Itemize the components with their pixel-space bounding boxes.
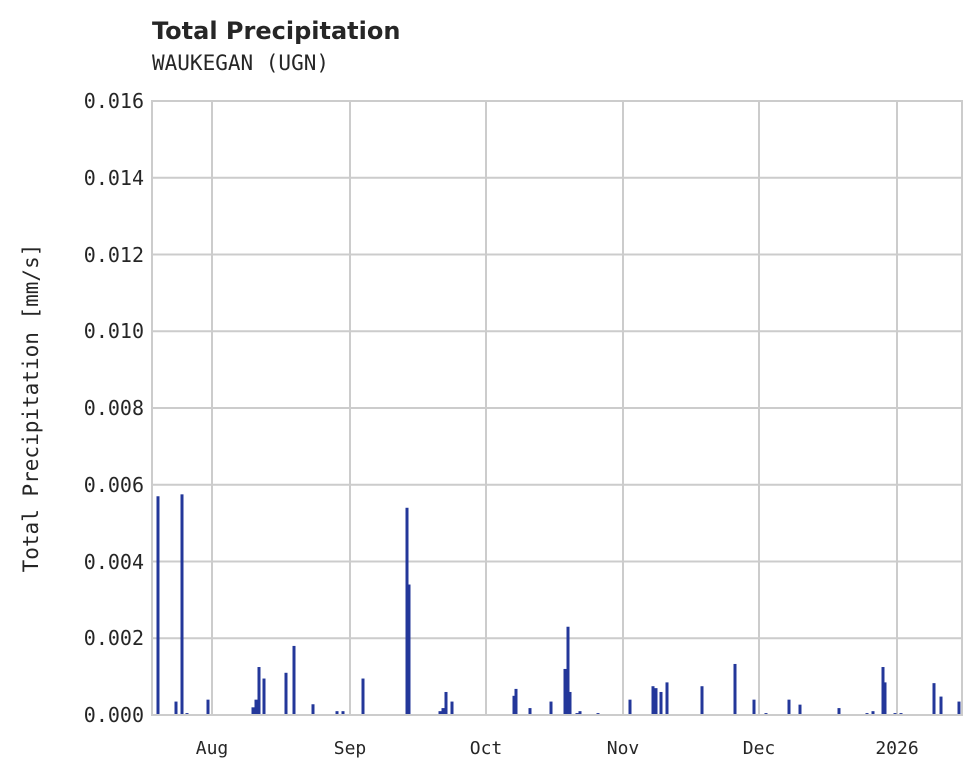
precipitation-bar	[665, 682, 669, 715]
precipitation-bar	[405, 507, 409, 715]
precipitation-bar	[700, 686, 704, 715]
precipitation-bar	[957, 701, 961, 715]
precipitation-bar	[733, 663, 737, 715]
precipitation-bar	[752, 699, 756, 715]
x-tick-label: Oct	[469, 738, 503, 759]
precipitation-bar	[311, 704, 315, 715]
precipitation-bar	[514, 688, 518, 715]
precipitation-bar	[361, 678, 365, 715]
precipitation-bar	[174, 701, 178, 715]
precipitation-bar	[512, 695, 516, 715]
y-tick-label: 0.012	[83, 242, 144, 267]
x-tick-label: Nov	[606, 738, 640, 759]
precipitation-bar	[932, 683, 936, 715]
precipitation-bar	[450, 701, 454, 715]
precipitation-bar	[939, 696, 943, 715]
x-tick-label: Aug	[195, 738, 229, 759]
chart-title: Total Precipitation	[152, 17, 401, 45]
precipitation-bars	[156, 494, 961, 715]
precipitation-bar	[335, 711, 339, 715]
precipitation-bar	[883, 682, 887, 715]
precipitation-bar	[549, 701, 553, 715]
precipitation-bar	[156, 496, 160, 715]
precipitation-bar	[563, 668, 567, 715]
x-tick-label: Dec	[742, 738, 776, 759]
precipitation-bar	[206, 699, 210, 715]
precipitation-bar	[651, 686, 655, 715]
precipitation-bar	[837, 708, 841, 715]
precipitation-bar	[871, 711, 875, 715]
precipitation-bar	[444, 691, 448, 715]
precipitation-bar	[251, 707, 255, 715]
gridlines	[152, 100, 962, 716]
precipitation-bar	[659, 691, 663, 715]
y-tick-label: 0.016	[83, 89, 144, 113]
precipitation-bar	[438, 711, 442, 715]
y-tick-label: 0.010	[83, 319, 144, 344]
precipitation-bar	[881, 667, 885, 715]
y-tick-label: 0.004	[83, 549, 144, 574]
y-tick-label: 0.000	[83, 703, 144, 727]
precipitation-bar	[254, 699, 258, 715]
chart-subtitle: WAUKEGAN (UGN)	[152, 51, 330, 75]
precipitation-bar	[528, 708, 532, 715]
precipitation-bar	[628, 699, 632, 715]
precipitation-bar	[284, 672, 288, 715]
precipitation-bar	[341, 711, 345, 715]
precipitation-bar	[566, 626, 570, 715]
plot-frame	[151, 100, 963, 716]
precipitation-bar	[180, 494, 184, 715]
y-tick-label: 0.002	[83, 626, 144, 651]
precipitation-bar	[578, 711, 582, 715]
precipitation-bar	[654, 688, 658, 715]
precipitation-bar	[798, 704, 802, 715]
x-tick-label: Sep	[333, 738, 367, 759]
precipitation-bar	[787, 699, 791, 715]
precipitation-bar	[407, 584, 411, 715]
y-tick-label: 0.008	[83, 396, 144, 420]
precipitation-bar	[257, 667, 261, 715]
precipitation-bar	[292, 645, 296, 715]
y-tick-label: 0.006	[83, 472, 144, 497]
y-tick-label: 0.014	[83, 165, 144, 190]
precipitation-bar	[262, 678, 266, 715]
precipitation-bar	[441, 708, 445, 715]
x-tick-label: 2026	[875, 738, 919, 759]
precipitation-bar	[568, 691, 572, 715]
